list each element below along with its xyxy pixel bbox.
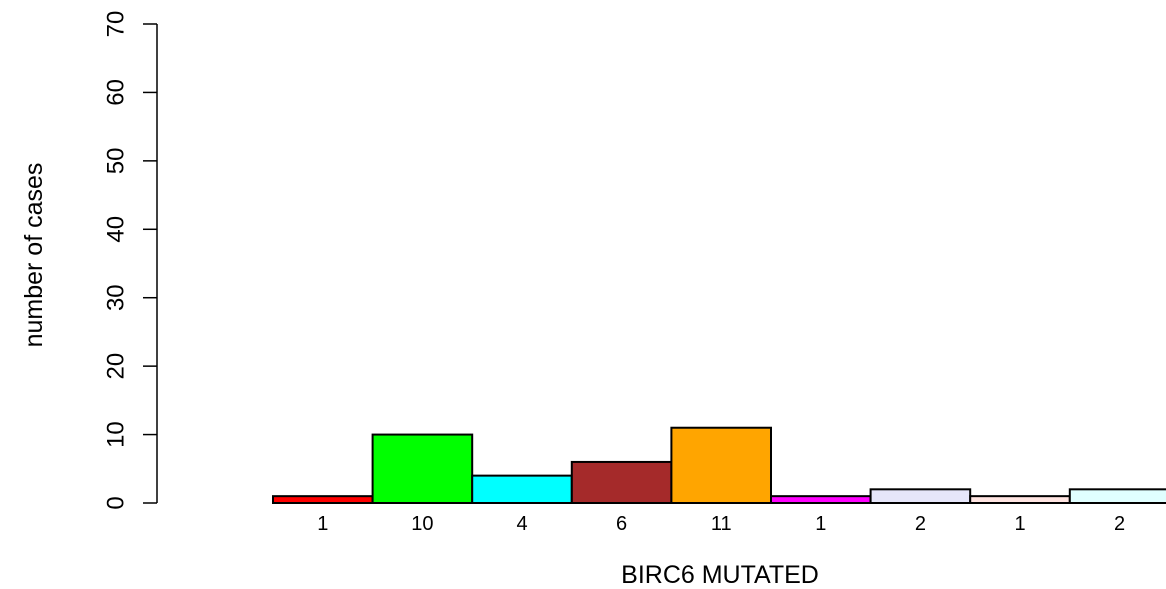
y-tick-label: 30 bbox=[102, 284, 129, 311]
bar bbox=[869, 488, 972, 505]
category-label: 11 bbox=[711, 513, 732, 535]
category-label: 1 bbox=[317, 513, 328, 535]
category-label: 2 bbox=[915, 513, 926, 535]
bar bbox=[570, 460, 673, 505]
y-ticks: 0 10 20 30 40 50 60 70 bbox=[102, 11, 157, 510]
y-tick-label: 0 bbox=[102, 496, 129, 509]
x-axis-label: BIRC6 MUTATED bbox=[621, 561, 819, 589]
category-label: 10 bbox=[411, 513, 433, 535]
bar bbox=[770, 495, 872, 504]
category-label: 6 bbox=[616, 513, 627, 535]
y-tick-label: 20 bbox=[102, 353, 129, 380]
bar bbox=[670, 426, 773, 505]
bar bbox=[471, 474, 573, 504]
category-label: 4 bbox=[516, 513, 527, 535]
bar bbox=[371, 433, 474, 505]
y-tick-label: 50 bbox=[102, 148, 129, 175]
y-tick-label: 60 bbox=[102, 79, 129, 106]
category-label: 1 bbox=[1014, 513, 1025, 535]
category-label: 2 bbox=[1114, 513, 1125, 535]
y-axis-label: number of cases bbox=[20, 163, 48, 348]
bar bbox=[1068, 488, 1166, 505]
bars bbox=[272, 426, 1166, 505]
y-tick-label: 10 bbox=[102, 421, 129, 448]
y-tick-label: 70 bbox=[102, 11, 129, 38]
bar bbox=[969, 495, 1071, 504]
bar bbox=[272, 495, 374, 504]
category-label: 1 bbox=[815, 513, 826, 535]
category-labels: 1 10 4 6 11 1 2 1 2 bbox=[317, 513, 1125, 535]
y-tick-label: 40 bbox=[102, 216, 129, 243]
